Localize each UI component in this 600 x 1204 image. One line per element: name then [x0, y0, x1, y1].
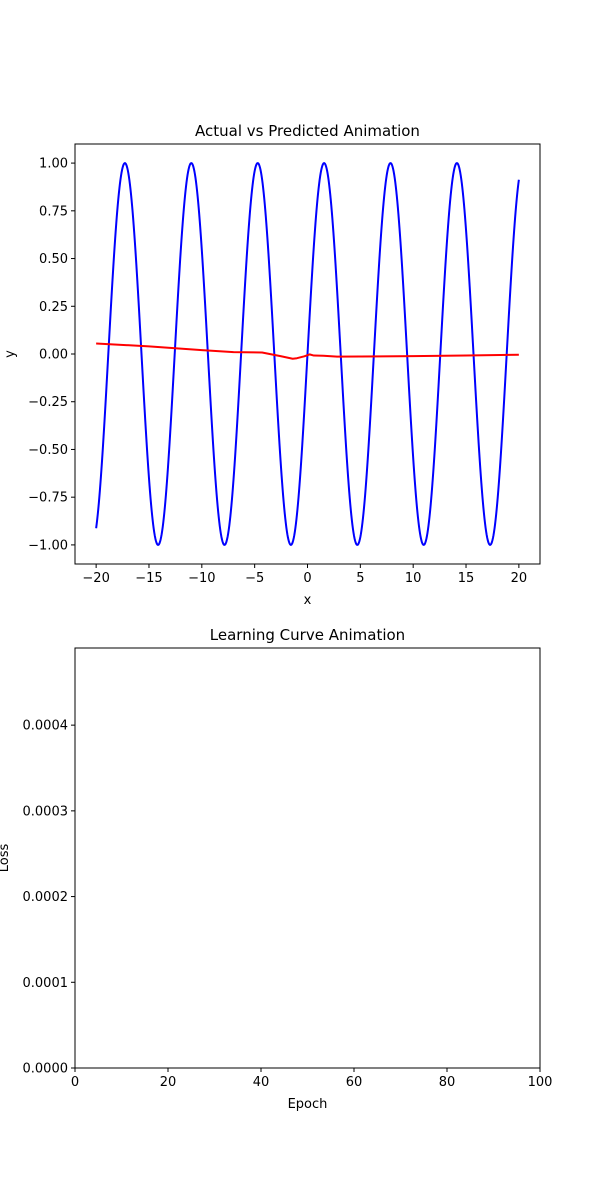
y-tick-label: 0.0001: [23, 976, 69, 991]
x-tick-label: 15: [458, 571, 475, 586]
plot-frame: [74, 143, 541, 565]
y-tick-label: 0.00: [39, 348, 68, 363]
x-tick-label: −5: [245, 571, 264, 586]
x-tick-label: 0: [303, 571, 311, 586]
y-tick-label: 1.00: [39, 157, 68, 172]
y-tick-label: −0.75: [28, 491, 68, 506]
x-tick-label: 20: [160, 1075, 177, 1090]
x-tick-label: −10: [188, 571, 215, 586]
x-axis-label: Epoch: [288, 1097, 328, 1112]
x-tick-label: 40: [253, 1075, 270, 1090]
y-tick-label: −0.25: [28, 395, 68, 410]
chart-title: Actual vs Predicted Animation: [195, 122, 420, 140]
x-tick-label: 60: [346, 1075, 363, 1090]
learning-curve-chart: Learning Curve Animation Epoch Loss 0 20 4…: [0, 626, 552, 1112]
plot-area: [95, 162, 520, 546]
y-tick-label: 0.75: [39, 204, 68, 219]
actual-vs-predicted-chart: Actual vs Predicted Animation x y −20 −15…: [3, 122, 541, 608]
y-tick-label: 0.0004: [23, 719, 69, 734]
y-tick-label: 0.0003: [23, 804, 69, 819]
predicted-series-line: [96, 342, 519, 360]
tick-group: −20 −15 −10 −5 0 5 10 15 20 −1.00 −0.75 −0.50 −0.25 0…: [28, 157, 527, 586]
y-tick-label: 0.0002: [23, 890, 69, 905]
x-tick-label: 5: [356, 571, 364, 586]
y-axis-label: Loss: [0, 844, 12, 873]
x-tick-label: 10: [405, 571, 422, 586]
x-tick-label: 20: [511, 571, 528, 586]
x-tick-label: 80: [439, 1075, 456, 1090]
x-tick-label: −20: [82, 571, 109, 586]
tick-group: 0 20 40 60 80 100 0.0000 0.0001 0.0002 0.0003 0.00…: [23, 719, 553, 1090]
x-tick-label: −15: [135, 571, 162, 586]
x-tick-label: 100: [528, 1075, 553, 1090]
y-tick-label: 0.25: [39, 300, 68, 315]
y-tick-label: 0.0000: [23, 1062, 69, 1077]
y-tick-label: −1.00: [28, 538, 68, 553]
y-tick-label: −0.50: [28, 443, 68, 458]
plot-frame: [74, 647, 541, 1069]
chart-title: Learning Curve Animation: [210, 626, 405, 644]
x-tick-label: 0: [71, 1075, 79, 1090]
y-axis-label: y: [3, 350, 18, 358]
y-tick-label: 0.50: [39, 252, 68, 267]
x-axis-label: x: [304, 593, 312, 608]
actual-series-line: [95, 162, 520, 546]
